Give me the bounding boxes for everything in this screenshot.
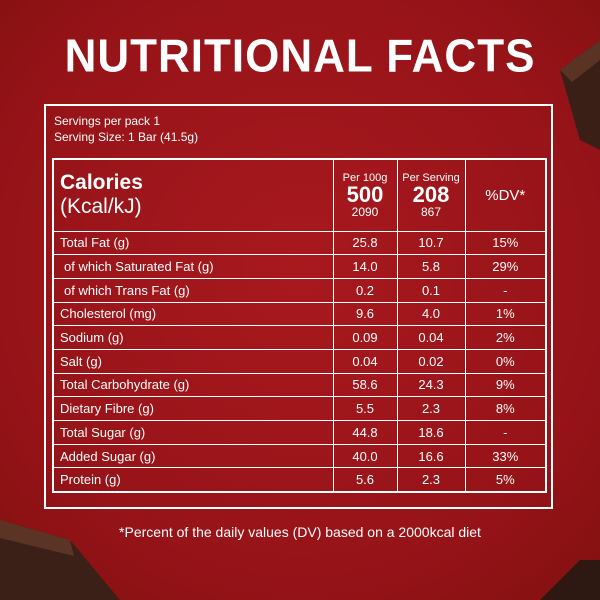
- nutrient-name: Sodium (g): [52, 325, 334, 350]
- table-row: Dietary Fibre (g) 5.5 2.3 8%: [52, 396, 547, 421]
- header-cell: Per 100g 500 2090: [332, 158, 398, 232]
- nutrient-value: 0.1: [396, 277, 466, 303]
- table-row: Added Sugar (g) 40.0 16.6 33%: [52, 443, 547, 469]
- nutrient-value: 29%: [464, 254, 547, 279]
- nutrition-table: Calories (Kcal/kJ) Per 100g 500 2090 Per…: [52, 158, 547, 493]
- table-row: Total Carbohydrate (g) 58.6 24.3 9%: [52, 372, 547, 398]
- nutrient-value: 5.5: [332, 396, 398, 421]
- nutrient-value: 14.0: [332, 254, 398, 279]
- nutrient-value: 9%: [464, 372, 547, 398]
- nutrient-value: 2.3: [396, 467, 466, 493]
- nutrient-value: 40.0: [332, 443, 398, 469]
- nutrient-value: 1%: [464, 301, 547, 327]
- nutrient-value: -: [464, 420, 547, 445]
- header-text: 867: [420, 204, 442, 219]
- nutrient-value: 9.6: [332, 301, 398, 327]
- nutrient-value: 44.8: [332, 420, 398, 445]
- header-text: 208: [412, 181, 450, 207]
- table-row: Sodium (g) 0.09 0.04 2%: [52, 325, 547, 350]
- title: NUTRITIONAL FACTS: [64, 30, 536, 83]
- nutrient-name: Salt (g): [52, 348, 334, 374]
- nutrient-value: 33%: [464, 443, 547, 469]
- nutrient-value: -: [464, 277, 547, 303]
- nutrient-value: 0.04: [332, 348, 398, 374]
- table-body: Calories (Kcal/kJ) Per 100g 500 2090 Per…: [52, 158, 547, 493]
- nutrient-value: 4.0: [396, 301, 466, 327]
- table-row: Total Sugar (g) 44.8 18.6-: [52, 420, 547, 445]
- header-text: 2090: [351, 204, 379, 219]
- nutrient-value: 24.3: [396, 372, 466, 398]
- nutrient-name: Added Sugar (g): [52, 443, 334, 469]
- chocolate-bar: [540, 560, 600, 600]
- nutrient-name: Total Carbohydrate (g): [52, 372, 334, 398]
- header-text: Calories: [60, 171, 143, 195]
- header-text: 500: [346, 181, 384, 207]
- nutrient-value: 2.3: [396, 396, 466, 421]
- header-row: Calories (Kcal/kJ) Per 100g 500 2090 Per…: [52, 158, 547, 232]
- header-cell: %DV*: [464, 158, 547, 232]
- table-row: of which Trans Fat (g) 0.2 0.1-: [52, 277, 547, 303]
- nutrient-value: 15%: [464, 230, 547, 256]
- nutrient-value: 2%: [464, 325, 547, 350]
- header-cell: Per Serving 208 867: [396, 158, 466, 232]
- table-row: Salt (g) 0.04 0.02 0%: [52, 348, 547, 374]
- nutrient-value: 0.09: [332, 325, 398, 350]
- nutrient-value: 0.02: [396, 348, 466, 374]
- chocolate-bar: [560, 40, 600, 150]
- header-text: Per 100g: [342, 171, 388, 184]
- table-row: of which Saturated Fat (g) 14.0 5.8 29%: [52, 254, 547, 279]
- header-text: (Kcal/kJ): [60, 195, 142, 219]
- nutrient-name: Total Sugar (g): [52, 420, 334, 445]
- nutrient-value: 10.7: [396, 230, 466, 256]
- table-row: Cholesterol (mg) 9.6 4.0 1%: [52, 301, 547, 327]
- nutrient-value: 5.6: [332, 467, 398, 493]
- header-label: Calories (Kcal/kJ): [52, 158, 334, 232]
- panel: Servings per pack 1 Serving Size: 1 Bar …: [44, 104, 553, 509]
- nutrient-value: 0%: [464, 348, 547, 374]
- nutrient-name: of which Saturated Fat (g): [52, 254, 334, 279]
- table-row: Protein (g) 5.6 2.3 5%: [52, 467, 547, 493]
- nutrient-name: of which Trans Fat (g): [52, 277, 334, 303]
- nutrient-name: Total Fat (g): [52, 230, 334, 256]
- nutrient-value: 58.6: [332, 372, 398, 398]
- nutrient-name: Dietary Fibre (g): [52, 396, 334, 421]
- nutrient-value: 25.8: [332, 230, 398, 256]
- nutrient-value: 5.8: [396, 254, 466, 279]
- table-row: Total Fat (g) 25.8 10.7 15%: [52, 230, 547, 256]
- nutrient-name: Cholesterol (mg): [52, 301, 334, 327]
- footnote: *Percent of the daily values (DV) based …: [119, 524, 481, 540]
- header-text: Per Serving: [402, 171, 460, 184]
- nutrient-value: 18.6: [396, 420, 466, 445]
- chocolate-bar: [0, 520, 120, 600]
- nutrient-value: 16.6: [396, 443, 466, 469]
- nutrient-value: 0.04: [396, 325, 466, 350]
- nutrient-value: 0.2: [332, 277, 398, 303]
- nutrient-value: 5%: [464, 467, 547, 493]
- nutrient-name: Protein (g): [52, 467, 334, 493]
- serving-size: Serving Size: 1 Bar (41.5g): [54, 130, 199, 144]
- nutrient-value: 8%: [464, 396, 547, 421]
- servings: Servings per pack 1: [54, 114, 161, 128]
